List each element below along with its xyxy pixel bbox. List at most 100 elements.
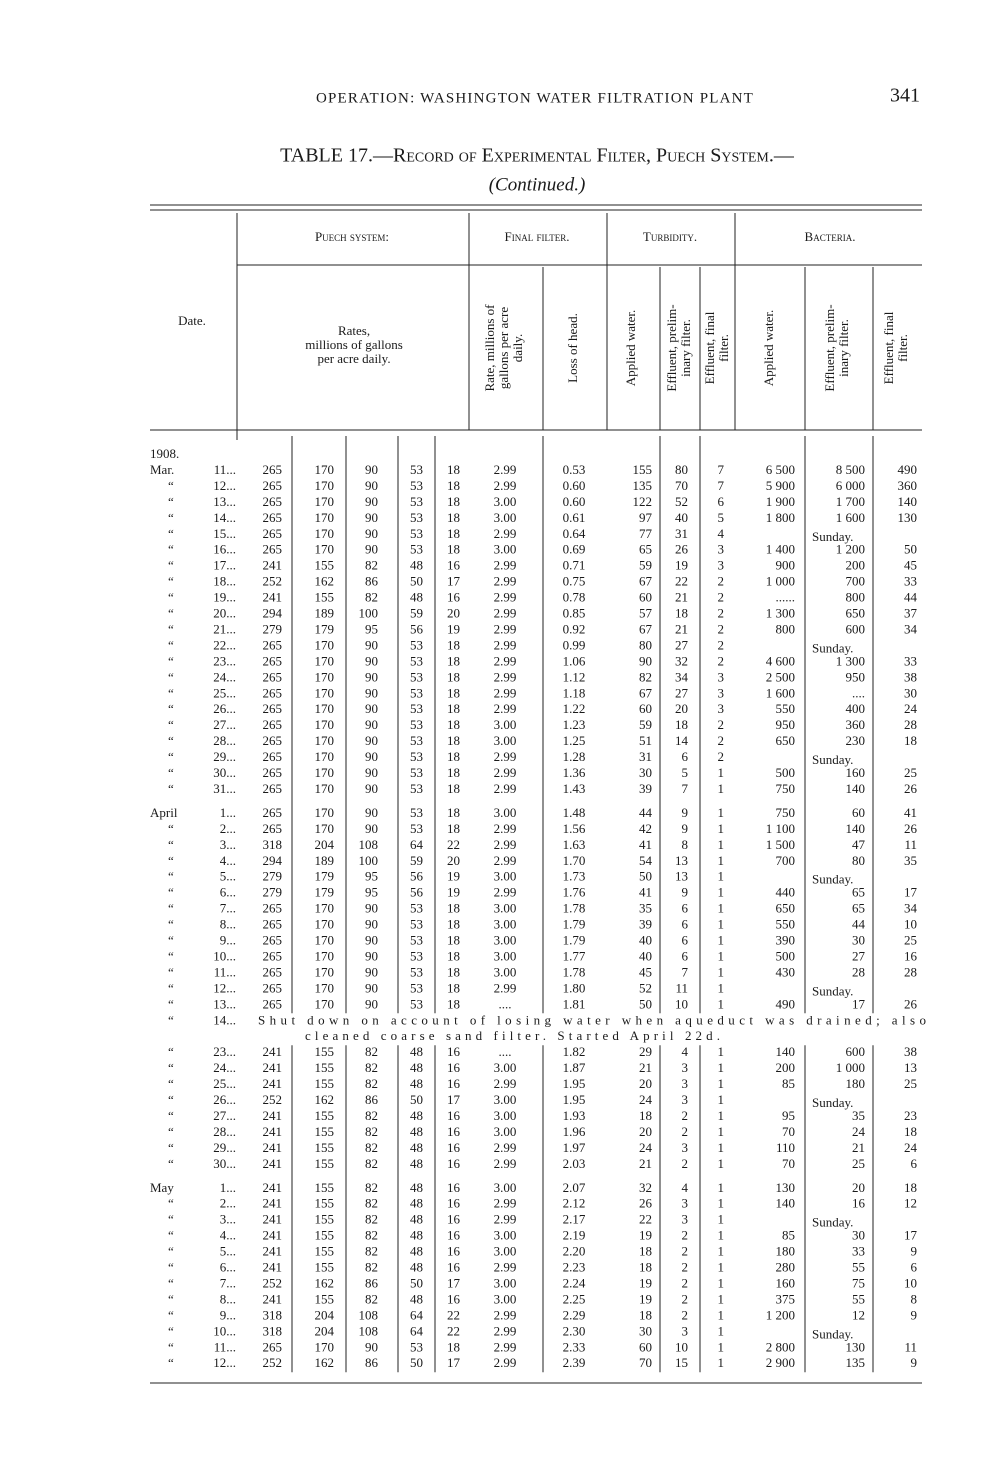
sunday-note: Sunday. (812, 872, 853, 887)
rate-cell: 265 (263, 462, 283, 477)
rate-cell: 265 (263, 948, 283, 963)
rate-cell: 241 (263, 590, 283, 605)
rate-cell: 162 (315, 574, 335, 589)
rate-cell: 265 (263, 781, 283, 796)
turbidity-cell: 1 (718, 837, 725, 852)
rate-cell: 86 (365, 1355, 379, 1370)
rate-cell: 53 (410, 701, 423, 716)
bacteria-cell: 160 (846, 765, 866, 780)
rate-cell: 204 (315, 1307, 335, 1322)
date-day: 29... (213, 1140, 236, 1155)
date-day: 17... (213, 558, 236, 573)
rate-cell: 56 (410, 621, 424, 636)
bacteria-cell: 24 (852, 1124, 866, 1139)
bacteria-cell: 38 (904, 669, 917, 684)
loss-of-head-cell: 1.28 (563, 749, 586, 764)
rate-cell: 18 (447, 964, 460, 979)
date-day: 10... (213, 948, 236, 963)
turbidity-cell: 1 (718, 948, 725, 963)
rate-cell: 82 (365, 1180, 378, 1195)
rate-cell: 18 (447, 821, 460, 836)
bacteria-cell: .... (852, 685, 865, 700)
column-header-line: per acre daily. (317, 351, 390, 366)
date-day: 25... (213, 1076, 236, 1091)
rate-cell: 265 (263, 717, 283, 732)
loss-of-head-cell: 1.48 (563, 805, 586, 820)
turbidity-cell: 45 (639, 964, 652, 979)
rate-cell: 48 (410, 1156, 423, 1171)
loss-of-head-cell: 0.64 (563, 526, 586, 541)
rate-cell: 53 (410, 781, 423, 796)
turbidity-cell: 27 (675, 685, 689, 700)
bacteria-cell: 20 (852, 1180, 865, 1195)
turbidity-cell: 5 (718, 510, 725, 525)
bacteria-cell: 360 (898, 478, 918, 493)
turbidity-cell: 18 (639, 1307, 652, 1322)
bacteria-cell: 6 (911, 1156, 918, 1171)
turbidity-cell: 1 (718, 1060, 725, 1075)
turbidity-cell: 2 (682, 1260, 689, 1275)
bacteria-cell: 25 (904, 933, 917, 948)
ditto-mark: “ (168, 853, 174, 868)
turbidity-cell: 40 (639, 948, 652, 963)
turbidity-cell: 3 (718, 669, 725, 684)
turbidity-cell: 15 (675, 1355, 688, 1370)
rate-cell: 56 (410, 869, 424, 884)
rate-cell: 170 (315, 933, 335, 948)
turbidity-cell: 1 (718, 805, 725, 820)
column-header-line: Date. (178, 313, 206, 328)
rate-cell: 265 (263, 933, 283, 948)
ditto-mark: “ (168, 964, 174, 979)
turbidity-cell: 2 (682, 1275, 689, 1290)
bacteria-cell: 70 (782, 1156, 795, 1171)
ditto-mark: “ (168, 733, 174, 748)
turbidity-cell: 18 (675, 606, 688, 621)
date-day: 3... (220, 837, 236, 852)
loss-of-head-cell: 0.53 (563, 462, 586, 477)
rate-cell: 53 (410, 685, 423, 700)
rate-cell: 53 (410, 494, 423, 509)
turbidity-cell: 54 (639, 853, 653, 868)
rate-cell: 170 (315, 765, 335, 780)
turbidity-cell: 2 (718, 574, 725, 589)
rate-cell: 18 (447, 542, 460, 557)
group-header: Puech system: (315, 229, 389, 244)
rate-cell: 16 (447, 1260, 461, 1275)
turbidity-cell: 1 (718, 1212, 725, 1227)
loss-of-head-cell: 1.96 (563, 1124, 586, 1139)
ditto-mark: “ (168, 1307, 174, 1322)
date-day: 13... (213, 996, 236, 1011)
rate-cell: 90 (365, 494, 378, 509)
turbidity-cell: 6 (682, 749, 689, 764)
rate-cell: 241 (263, 1156, 283, 1171)
rate-cell: 59 (410, 606, 423, 621)
rate-cell: 162 (315, 1355, 335, 1370)
rate-cell: 241 (263, 1044, 283, 1059)
turbidity-cell: 52 (639, 980, 652, 995)
final-rate-cell: 3.00 (494, 510, 517, 525)
loss-of-head-cell: 0.85 (563, 606, 586, 621)
date-day: 9... (220, 933, 236, 948)
rate-cell: 53 (410, 478, 423, 493)
rate-cell: 265 (263, 701, 283, 716)
final-rate-cell: 3.00 (494, 1060, 517, 1075)
rate-cell: 18 (447, 526, 460, 541)
bacteria-cell: 180 (776, 1244, 796, 1259)
rate-cell: 86 (365, 1275, 379, 1290)
rate-cell: 48 (410, 1076, 423, 1091)
rate-cell: 170 (315, 669, 335, 684)
sunday-note: Sunday. (812, 752, 853, 767)
bacteria-cell: 1 200 (836, 542, 865, 557)
turbidity-cell: 3 (682, 1212, 689, 1227)
turbidity-cell: 21 (639, 1156, 652, 1171)
rate-cell: 90 (365, 948, 378, 963)
date-day: 21... (213, 621, 236, 636)
bacteria-cell: 1 300 (836, 653, 865, 668)
final-rate-cell: 3.00 (494, 805, 517, 820)
date-day: 1... (220, 1180, 236, 1195)
rate-cell: 82 (365, 1076, 378, 1091)
rate-cell: 90 (365, 980, 378, 995)
bacteria-cell: 9 (911, 1355, 918, 1370)
rate-cell: 265 (263, 733, 283, 748)
rate-cell: 241 (263, 1212, 283, 1227)
